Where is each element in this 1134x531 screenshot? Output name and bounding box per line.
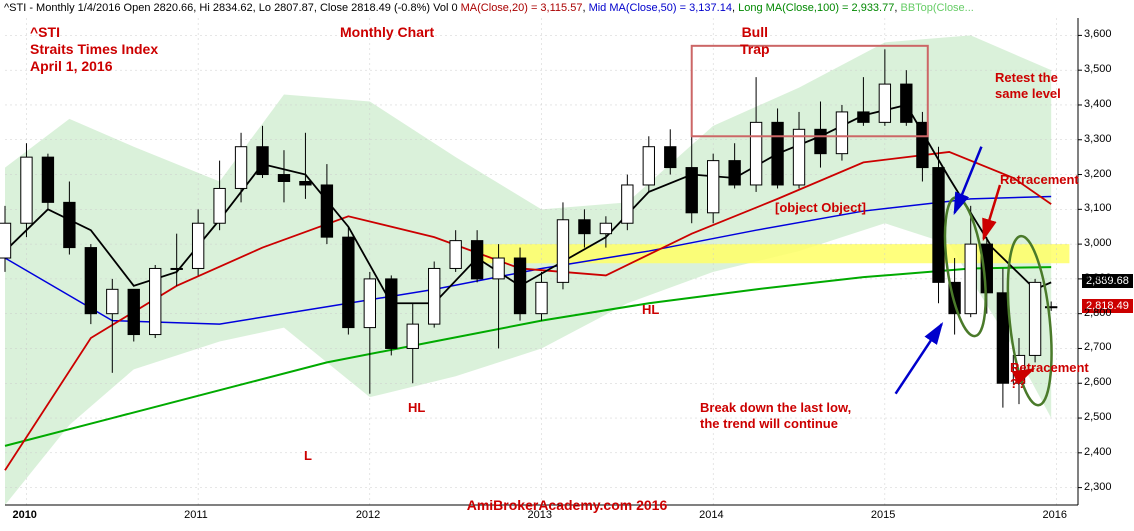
retracement-q-label: Retracement ?? [1010,360,1089,391]
hl1-label: HL [408,400,425,416]
chart-container: ^STI - Monthly 1/4/2016 Open 2820.66, Hi… [0,0,1134,531]
retracement-label: Retracement [1000,172,1079,188]
footer-text: AmiBrokerAcademy.com 2016 [0,497,1134,513]
retest-label: Retest the same level [995,70,1061,101]
key-level-label: [object Object] [775,200,866,216]
bull-trap-label: Bull Trap [740,24,770,58]
title-block: ^STI Straits Times Index April 1, 2016 [30,24,158,74]
hl2-label: HL [642,302,659,318]
chart-svg [0,0,1134,531]
breakdown-label: Break down the last low, the trend will … [700,400,851,431]
low-label: L [304,448,312,464]
chart-title: Monthly Chart [340,24,434,41]
